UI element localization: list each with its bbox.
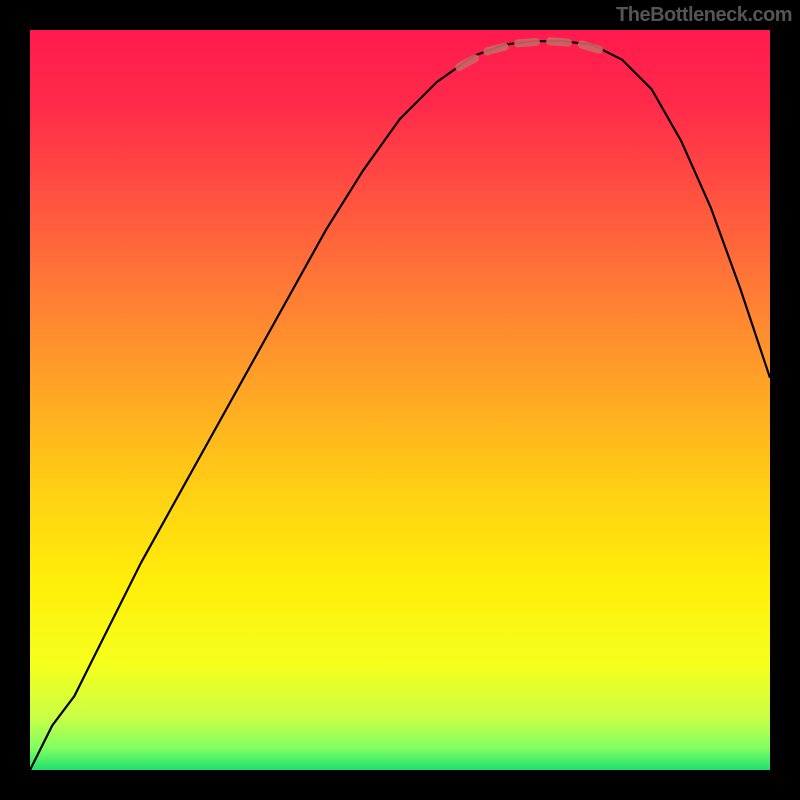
chart-svg [30,30,770,770]
chart-container: TheBottleneck.com [0,0,800,800]
plot-area [30,30,770,770]
watermark-text: TheBottleneck.com [616,4,792,27]
gradient-background [30,30,770,770]
